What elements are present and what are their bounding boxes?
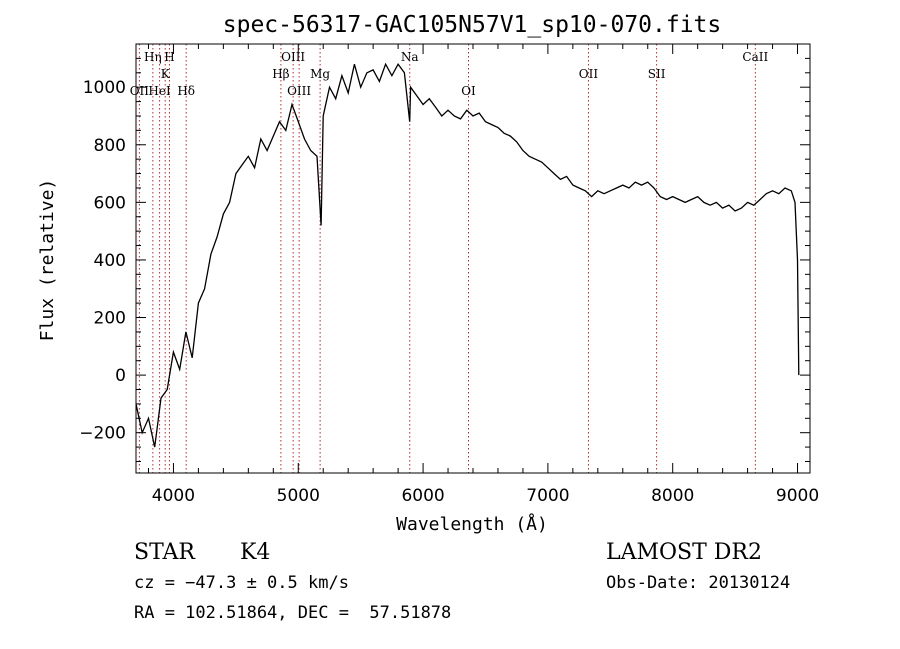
x-tick-label: 9000 — [776, 486, 819, 506]
y-tick-label: 400 — [94, 251, 126, 271]
x-axis-label: Wavelength (Å) — [396, 513, 548, 535]
spectral-line-label: OIII — [287, 84, 311, 98]
x-tick-label: 5000 — [277, 486, 320, 506]
y-axis-label: Flux (relative) — [37, 179, 58, 342]
spectral-line-label: OII — [579, 67, 599, 81]
x-tick-label: 6000 — [401, 486, 444, 506]
chart-title: spec-56317-GAC105N57V1_sp10-070.fits — [223, 12, 722, 38]
y-tick-label: −200 — [79, 424, 126, 444]
y-tick-label: 0 — [115, 366, 126, 386]
object-class: STAR — [134, 540, 195, 565]
y-tick-label: 200 — [94, 309, 126, 329]
spectral-line-label: Mg — [310, 67, 330, 81]
observation-date: Obs-Date: 20130124 — [606, 573, 791, 593]
spectrum-line — [136, 62, 800, 448]
x-tick-label: 4000 — [152, 486, 195, 506]
x-tick-label: 7000 — [526, 486, 569, 506]
spectral-line-label: OI — [461, 84, 476, 98]
spectral-line-label: Na — [401, 50, 419, 64]
plot-frame — [135, 43, 811, 474]
object-subclass: K4 — [240, 540, 271, 565]
spectral-line-label: H — [164, 50, 174, 64]
survey-name: LAMOST DR2 — [606, 540, 762, 565]
spectral-line-label: OIII — [281, 50, 305, 64]
spectral-line-label: CaII — [742, 50, 768, 64]
y-tick-label: 600 — [94, 193, 126, 213]
redshift-cz: cz = −47.3 ± 0.5 km/s — [134, 573, 349, 593]
x-tick-label: 8000 — [651, 486, 694, 506]
spectral-line-label: OII — [130, 84, 150, 98]
y-tick-label: 1000 — [83, 78, 126, 98]
y-tick-label: 800 — [94, 136, 126, 156]
spectral-line-label: K — [161, 67, 171, 81]
spectral-line-label: Hη — [144, 50, 162, 64]
spectral-line-label: SII — [648, 67, 666, 81]
spectral-line-label: HeI — [148, 84, 171, 98]
spectral-line-label: Hβ — [272, 67, 289, 81]
spectral-line-label: Hδ — [177, 84, 195, 98]
coordinates-radec: RA = 102.51864, DEC = 57.51878 — [134, 603, 452, 623]
